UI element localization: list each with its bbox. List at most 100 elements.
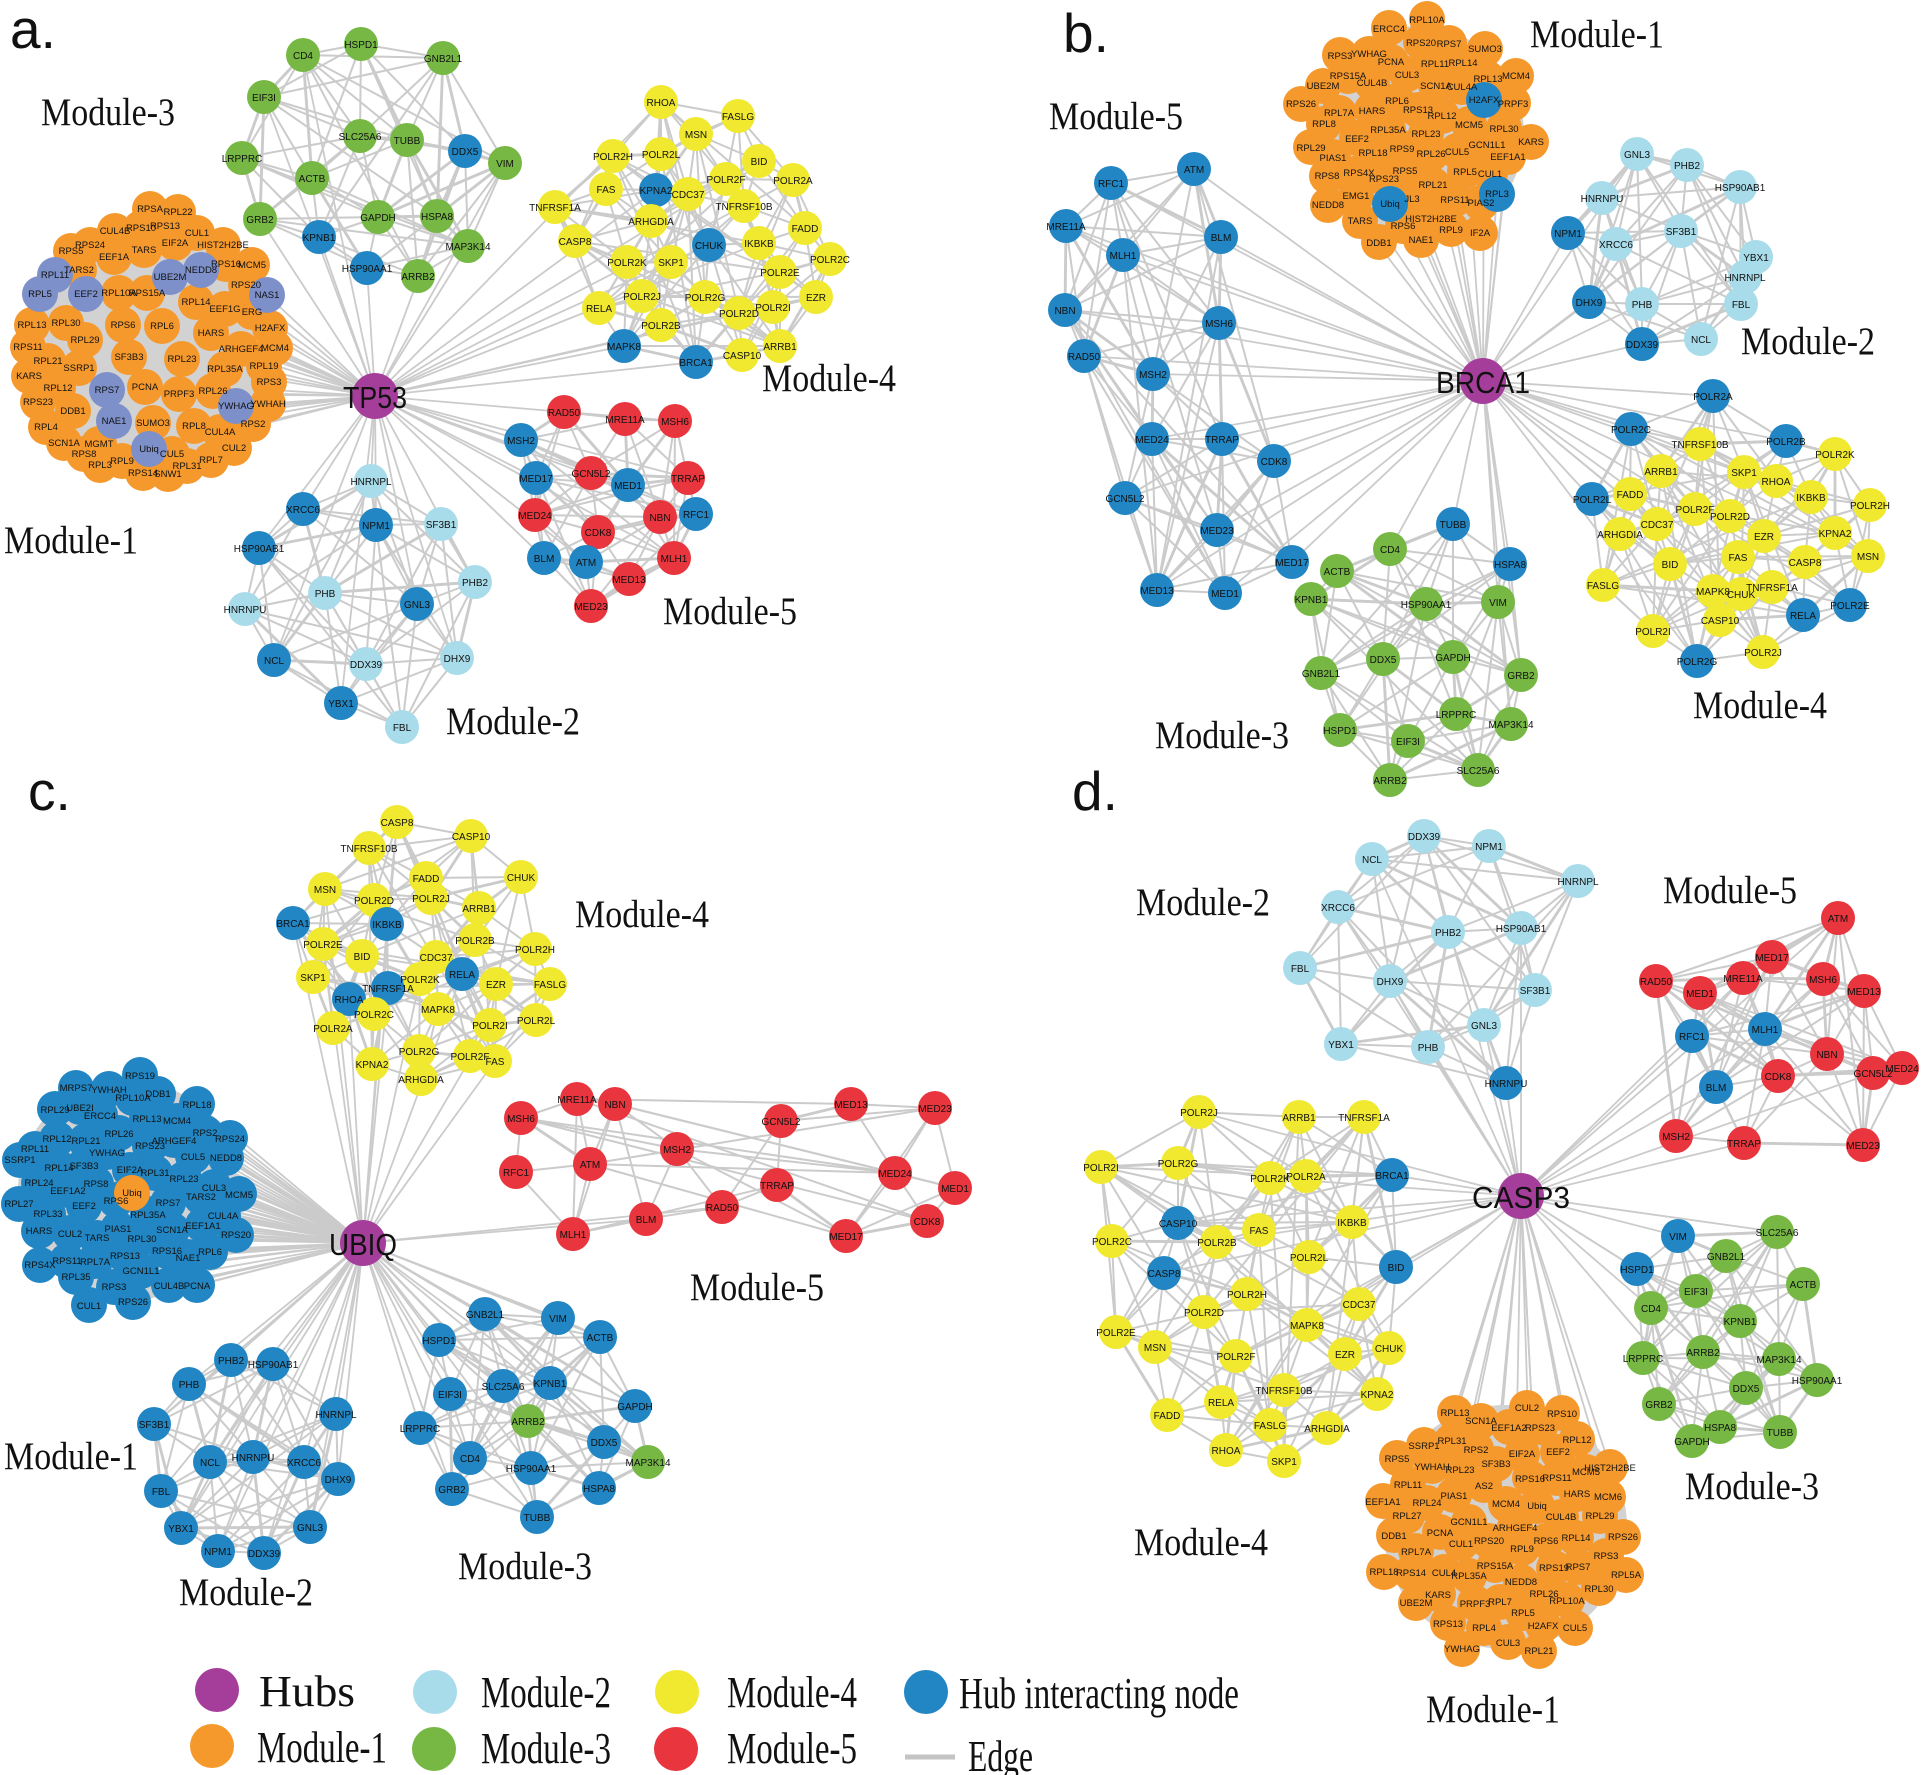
svg-text:Module-2: Module-2 (1136, 881, 1270, 924)
svg-text:EZR: EZR (1335, 1350, 1355, 1361)
svg-text:RPL26: RPL26 (104, 1129, 133, 1140)
svg-text:SLC25A6: SLC25A6 (482, 1382, 525, 1393)
svg-text:HSPA8: HSPA8 (583, 1484, 615, 1495)
svg-text:CUL2: CUL2 (58, 1229, 82, 1240)
svg-text:HSP90AA1: HSP90AA1 (1792, 1376, 1843, 1387)
svg-text:RPS11: RPS11 (52, 1256, 81, 1267)
svg-text:RPL26: RPL26 (1529, 1589, 1558, 1600)
svg-text:GAPDH: GAPDH (1674, 1437, 1710, 1448)
svg-text:FADD: FADD (1617, 490, 1644, 501)
svg-text:CUL5: CUL5 (181, 1152, 205, 1163)
svg-text:NCL: NCL (1691, 335, 1711, 346)
svg-text:RHOA: RHOA (647, 98, 676, 109)
svg-text:RPL30: RPL30 (51, 318, 80, 329)
svg-text:TNFRSF10B: TNFRSF10B (715, 202, 773, 213)
svg-text:RPS26: RPS26 (118, 1297, 148, 1308)
svg-text:MCM5: MCM5 (238, 260, 266, 271)
svg-text:MSH2: MSH2 (1139, 370, 1167, 381)
svg-text:GNB2L1: GNB2L1 (1707, 1252, 1746, 1263)
svg-text:RPL11: RPL11 (41, 270, 69, 281)
svg-text:CHUK: CHUK (695, 241, 724, 252)
svg-text:GNL3: GNL3 (404, 600, 431, 611)
svg-text:RPS5: RPS5 (1385, 1454, 1410, 1465)
svg-text:ARHGDIA: ARHGDIA (1304, 1424, 1350, 1435)
svg-text:EZR: EZR (486, 980, 506, 991)
svg-text:FASLG: FASLG (1587, 581, 1619, 592)
svg-text:DDX5: DDX5 (452, 147, 479, 158)
svg-text:MED13: MED13 (1847, 987, 1881, 998)
svg-text:CUL5: CUL5 (1445, 147, 1469, 158)
svg-text:POLR2E: POLR2E (1096, 1328, 1136, 1339)
svg-text:MRE11A: MRE11A (1723, 974, 1763, 985)
svg-text:MED1: MED1 (1211, 589, 1239, 600)
svg-text:Edge: Edge (968, 1732, 1033, 1775)
svg-text:DHX9: DHX9 (444, 654, 471, 665)
svg-text:CUL1: CUL1 (77, 1301, 101, 1312)
svg-text:HARS: HARS (26, 1226, 52, 1237)
svg-text:RPL12: RPL12 (1427, 111, 1456, 122)
svg-text:HNRNPL: HNRNPL (315, 1410, 357, 1421)
svg-text:RPS26: RPS26 (1286, 99, 1316, 110)
svg-text:TARS2: TARS2 (64, 265, 94, 276)
svg-text:POLR2J: POLR2J (1180, 1108, 1218, 1119)
svg-text:RPS6: RPS6 (1534, 1536, 1559, 1547)
svg-text:HNRNPL: HNRNPL (350, 477, 392, 488)
svg-text:PCNA: PCNA (132, 382, 159, 393)
svg-text:FASLG: FASLG (534, 980, 566, 991)
svg-text:POLR2G: POLR2G (1158, 1159, 1199, 1170)
svg-text:RPL4: RPL4 (34, 422, 58, 433)
svg-text:SCN1A: SCN1A (48, 438, 80, 449)
svg-text:EZR: EZR (1754, 532, 1774, 543)
svg-text:ARHGEF4: ARHGEF4 (1493, 1523, 1538, 1534)
svg-text:Module-2: Module-2 (1741, 320, 1875, 363)
svg-text:CASP8: CASP8 (381, 818, 414, 829)
svg-text:JL3: JL3 (1404, 194, 1419, 205)
svg-text:EEF1A2: EEF1A2 (50, 1186, 85, 1197)
svg-text:MSH6: MSH6 (1809, 975, 1837, 986)
svg-text:POLR2F: POLR2F (451, 1052, 490, 1063)
svg-text:SF3B3: SF3B3 (114, 352, 143, 363)
svg-text:NAE1: NAE1 (1409, 235, 1434, 246)
svg-text:MLH1: MLH1 (560, 1230, 587, 1241)
svg-text:GCN5L2: GCN5L2 (572, 469, 611, 480)
svg-text:MCM5: MCM5 (225, 1190, 253, 1201)
svg-text:NBN: NBN (1054, 306, 1075, 317)
svg-text:EIF3I: EIF3I (252, 93, 276, 104)
svg-text:BID: BID (354, 952, 371, 963)
svg-text:RPS10: RPS10 (126, 223, 156, 234)
svg-text:MSH6: MSH6 (507, 1114, 535, 1125)
svg-text:MAPK8: MAPK8 (421, 1005, 455, 1016)
svg-text:RPL33: RPL33 (33, 1209, 62, 1220)
svg-text:RPL35: RPL35 (61, 1272, 90, 1283)
svg-text:CUL4: CUL4 (1432, 1568, 1456, 1579)
svg-text:TNFRSF10B: TNFRSF10B (1255, 1386, 1313, 1397)
svg-text:Module-2: Module-2 (446, 700, 580, 743)
svg-text:DDX5: DDX5 (591, 1438, 618, 1449)
svg-text:NPM1: NPM1 (362, 521, 390, 532)
svg-text:Ubiq: Ubiq (1527, 1501, 1547, 1512)
svg-text:BRCA1: BRCA1 (679, 358, 713, 369)
svg-text:HIST2H2BE: HIST2H2BE (1584, 1463, 1636, 1474)
svg-text:TARS: TARS (85, 1233, 110, 1244)
svg-text:BRCA1: BRCA1 (1436, 365, 1530, 400)
svg-text:EEF1A: EEF1A (99, 252, 130, 263)
svg-text:Module-2: Module-2 (179, 1571, 313, 1614)
svg-text:KPNB1: KPNB1 (303, 233, 336, 244)
svg-text:HIST2H2BE: HIST2H2BE (1405, 214, 1457, 225)
svg-text:GNB2L1: GNB2L1 (1302, 669, 1341, 680)
svg-text:SSRP1: SSRP1 (1408, 1441, 1439, 1452)
svg-text:RAD50: RAD50 (1068, 352, 1101, 363)
svg-text:Module-5: Module-5 (727, 1724, 857, 1773)
svg-text:PIAS2: PIAS2 (1468, 198, 1495, 209)
svg-text:MAPK8: MAPK8 (607, 342, 641, 353)
svg-text:CASP3: CASP3 (1472, 1180, 1570, 1215)
svg-text:DDB1: DDB1 (145, 1089, 170, 1100)
svg-text:VIM: VIM (496, 159, 514, 170)
svg-text:RPL18: RPL18 (1369, 1567, 1398, 1578)
svg-text:RPL35A: RPL35A (207, 364, 243, 375)
svg-text:NBN: NBN (604, 1100, 625, 1111)
svg-text:PIAS1: PIAS1 (105, 1224, 132, 1235)
svg-text:RPL35A: RPL35A (130, 1210, 166, 1221)
svg-text:Module-3: Module-3 (1155, 714, 1289, 757)
svg-text:NBN: NBN (1816, 1050, 1837, 1061)
